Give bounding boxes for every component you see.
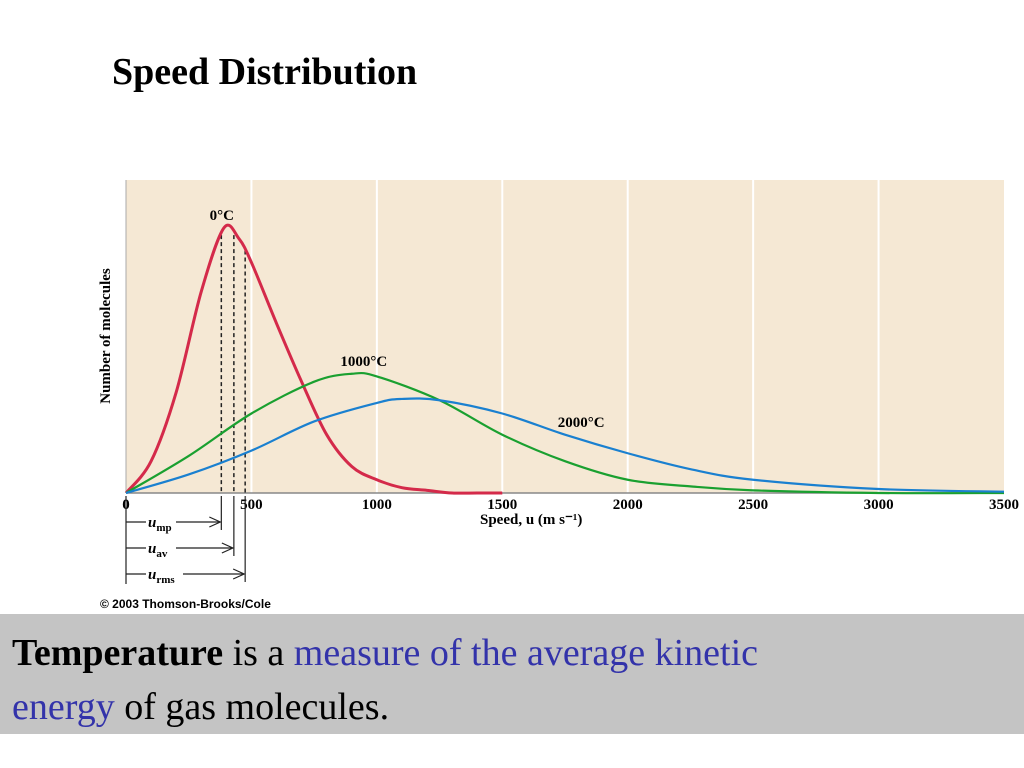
curve-0c xyxy=(124,223,503,495)
curve-label-1: 1000°C xyxy=(340,354,387,370)
x-tick-label-1500: 1500 xyxy=(487,497,517,513)
x-tick-label-3500: 3500 xyxy=(989,497,1019,513)
speed-marker-lines xyxy=(220,235,246,493)
caption-bold-term: Temperature xyxy=(12,632,224,674)
x-tick-label-2000: 2000 xyxy=(613,497,643,513)
vertical-grid xyxy=(250,180,880,493)
speed-label-rms: urms xyxy=(148,567,175,586)
x-tick-label-1000: 1000 xyxy=(362,497,392,513)
slide-title: Speed Distribution xyxy=(112,51,418,93)
caption-plain-2: of gas molecules. xyxy=(114,686,390,728)
curve-labels: 0°C 1000°C 2000°C xyxy=(210,208,605,431)
caption-plain-1: is a xyxy=(223,632,294,674)
x-tick-label-3000: 3000 xyxy=(864,497,894,513)
caption-text: Temperature is a measure of the average … xyxy=(12,626,1002,734)
curve-1000c xyxy=(125,371,1005,495)
arrow-head-2 xyxy=(232,568,246,580)
speed-label-mp: ump xyxy=(148,515,172,534)
x-tick-labels: 0500100015002000250030003500 xyxy=(122,497,1019,513)
y-axis-title: Number of molecules xyxy=(98,268,114,404)
x-tick-label-500: 500 xyxy=(240,497,263,513)
arrow-head-1 xyxy=(221,542,235,554)
x-tick-label-2500: 2500 xyxy=(738,497,768,513)
caption-box: Temperature is a measure of the average … xyxy=(0,614,1024,734)
curve-label-2: 2000°C xyxy=(558,415,605,431)
x-axis-title: Speed, u (m s⁻¹) xyxy=(480,512,582,528)
curve-label-0: 0°C xyxy=(210,208,234,224)
plot-background xyxy=(126,180,1004,493)
caption-accent-1: measure of the average kinetic xyxy=(293,632,758,674)
curve-2000c xyxy=(125,397,1005,495)
copyright-notice: © 2003 Thomson-Brooks/Cole xyxy=(100,597,271,611)
caption-accent-2: energy xyxy=(12,686,115,728)
speed-marker-arrows: ump uav urms xyxy=(125,496,246,586)
speed-label-av: uav xyxy=(148,541,168,560)
curves xyxy=(124,223,1005,495)
arrow-head-0 xyxy=(209,516,222,528)
